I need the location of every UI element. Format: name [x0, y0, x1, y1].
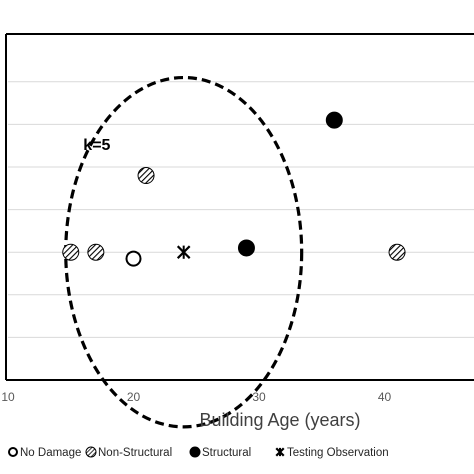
point-non-structural-2 — [87, 243, 105, 261]
x-tick-label-40: 40 — [378, 390, 392, 404]
legend-label-testing-observation: Testing Observation — [287, 447, 389, 459]
legend-label-no-damage: No Damage — [20, 447, 81, 459]
point-structural-2 — [325, 111, 343, 129]
x-tick-label-30: 30 — [252, 390, 266, 404]
legend-label-non-structural: Non-Structural — [98, 447, 172, 459]
legend: No Damage Non-Structural Structural Testing… — [8, 446, 389, 459]
data-points — [62, 111, 406, 267]
x-axis-title: Building Age (years) — [199, 410, 360, 430]
legend-marker-no-damage — [8, 447, 18, 457]
point-testing-observation-1 — [176, 245, 191, 259]
axes — [5, 33, 474, 381]
tick-labels: 10 20 30 40 — [1, 390, 391, 404]
annotation-1: k=5 — [83, 137, 110, 154]
legend-label-structural: Structural — [202, 447, 251, 459]
annotations: k=5 — [83, 137, 110, 154]
legend-marker-testing-observation — [275, 447, 285, 457]
point-non-structural-4 — [388, 243, 406, 261]
x-tick-label-20: 20 — [127, 390, 141, 404]
point-non-structural-3 — [137, 167, 155, 185]
gridlines — [8, 81, 474, 338]
legend-marker-structural — [189, 446, 201, 458]
point-structural-1 — [237, 239, 255, 257]
legend-marker-non-structural — [85, 446, 97, 458]
point-no-damage-1 — [125, 250, 142, 267]
point-non-structural-1 — [62, 243, 80, 261]
x-tick-label-10: 10 — [1, 390, 15, 404]
